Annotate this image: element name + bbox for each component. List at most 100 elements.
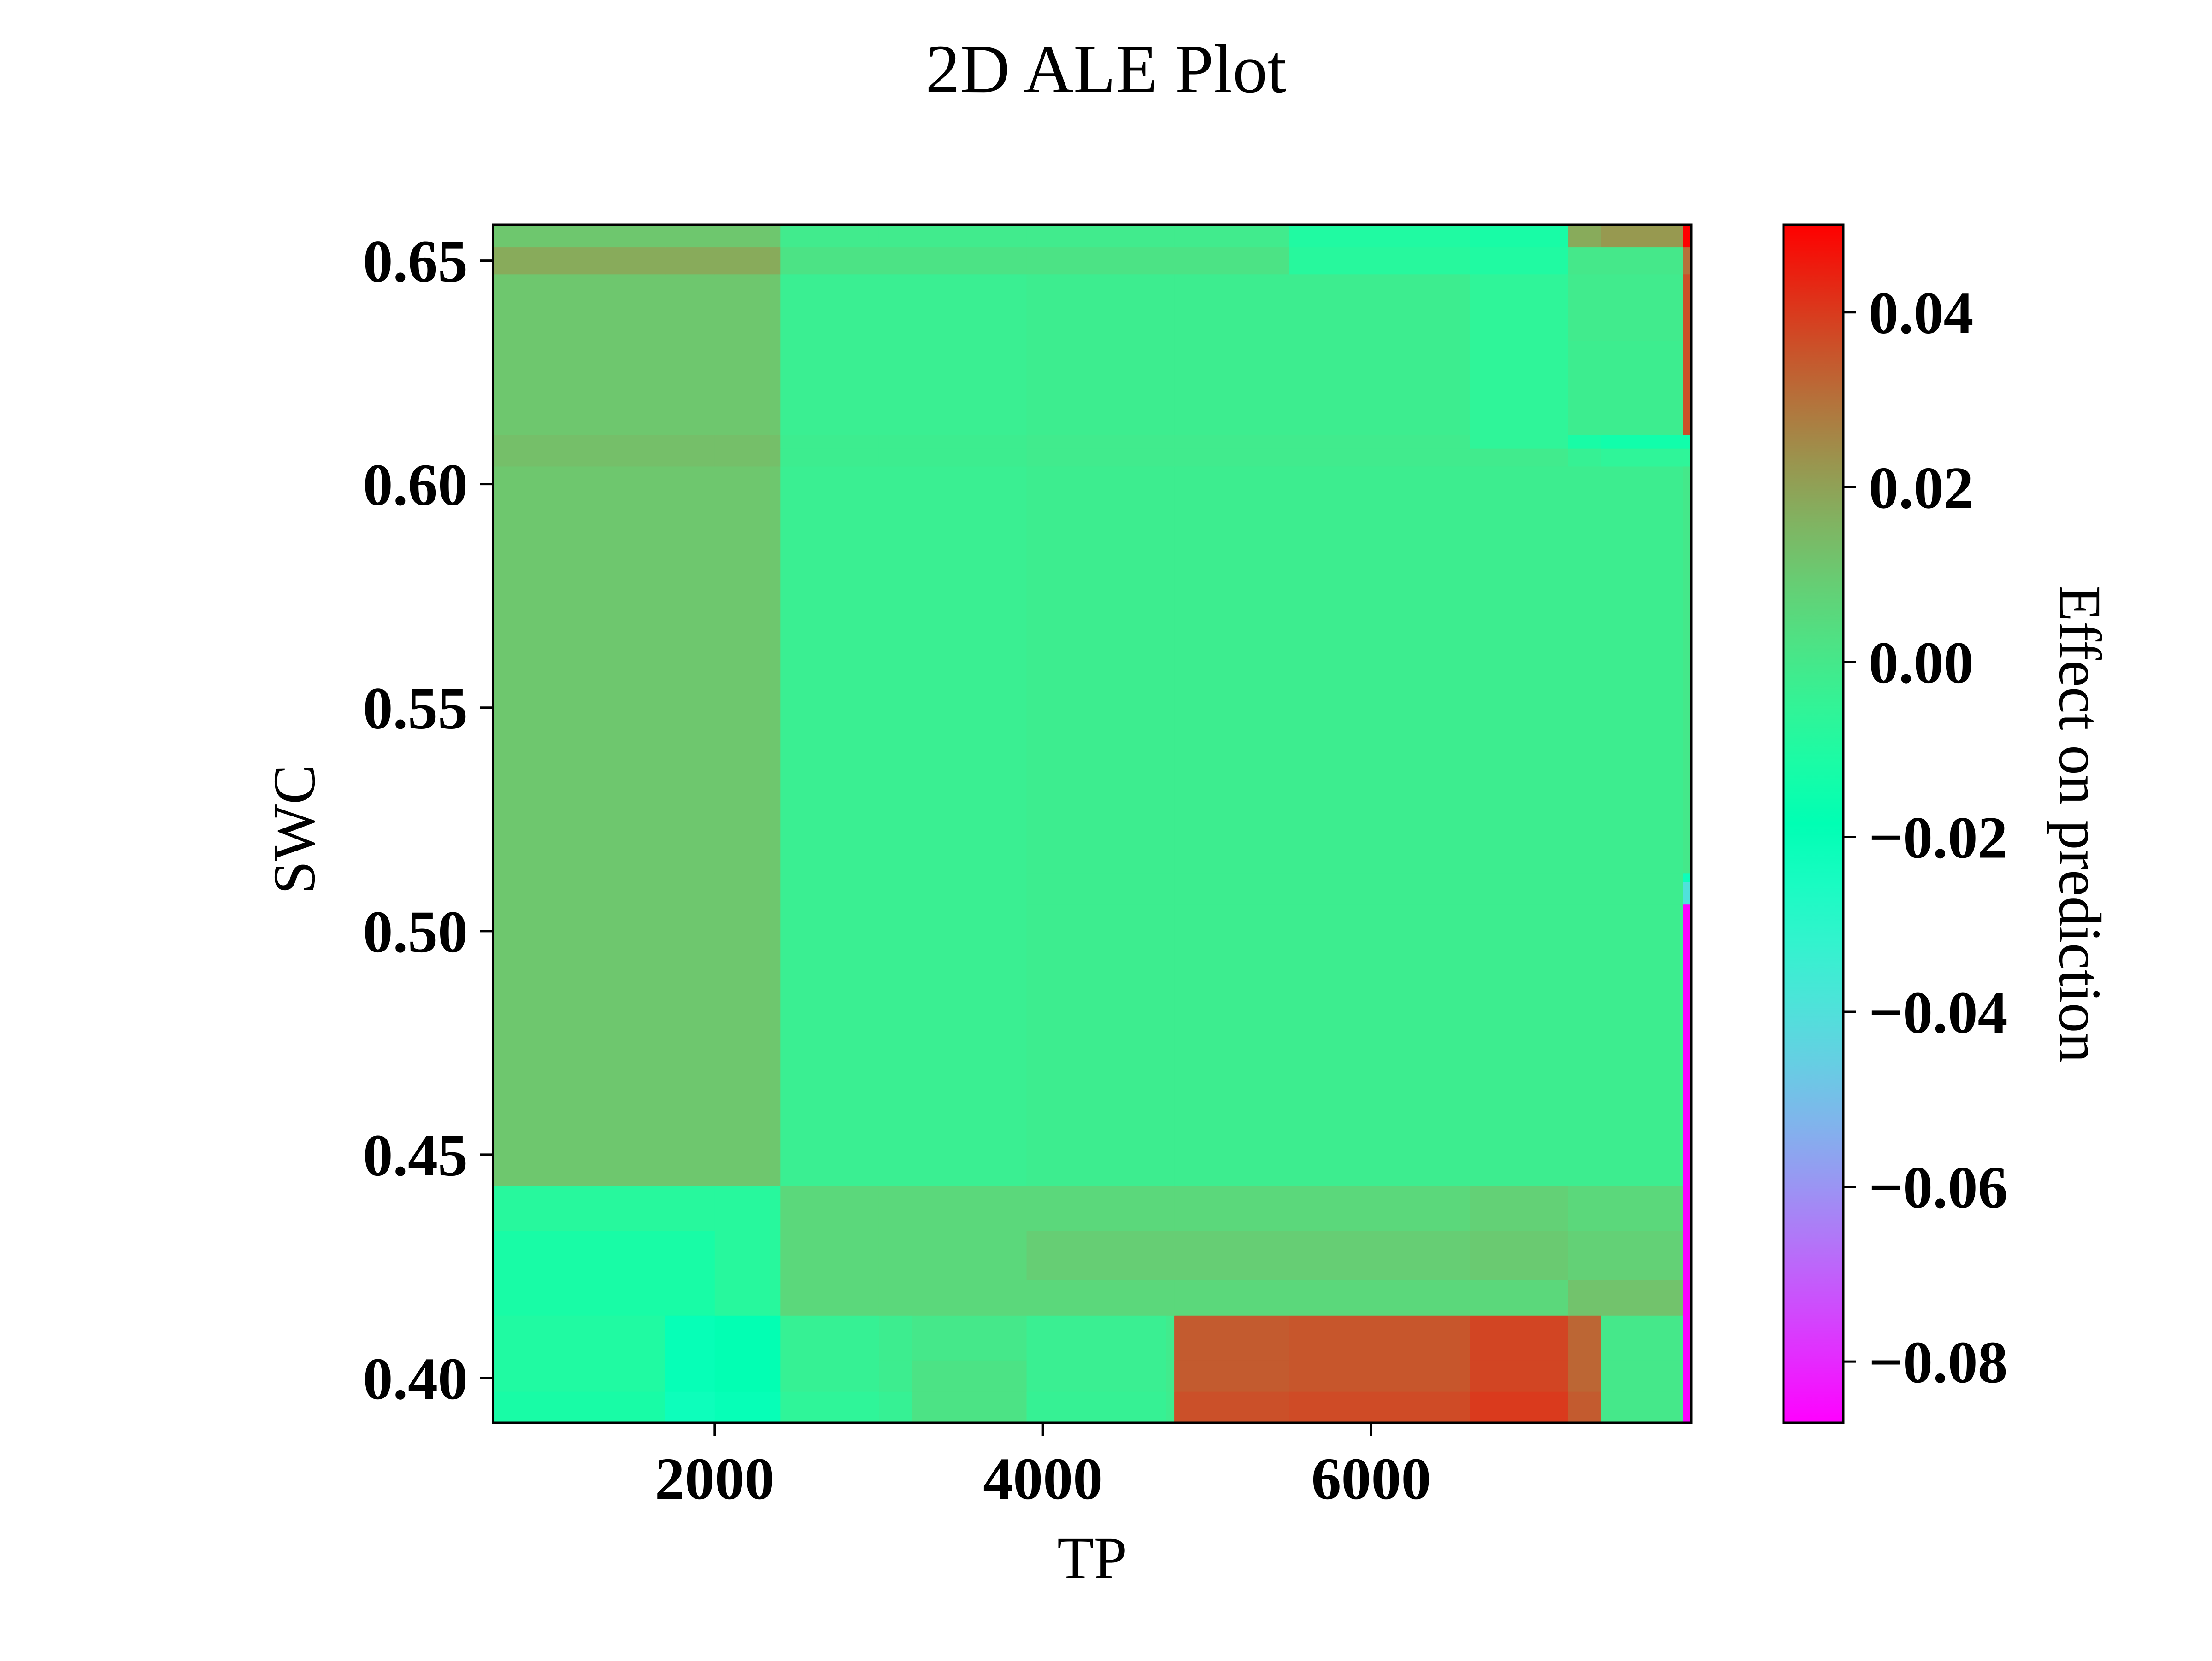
heatmap-cell	[1289, 448, 1470, 467]
heatmap-cell	[878, 882, 912, 905]
heatmap-cell	[665, 1279, 715, 1316]
heatmap-cell	[878, 466, 912, 874]
heatmap-cell	[714, 1230, 781, 1280]
heatmap-cell	[1289, 1360, 1470, 1392]
heatmap-cell	[1289, 904, 1470, 1186]
heatmap-cell	[1568, 247, 1601, 275]
heatmap-cell	[878, 1360, 912, 1392]
heatmap-cell	[1289, 1230, 1470, 1280]
colorbar-tick-label: 0.04	[1869, 280, 1974, 346]
heatmap-cell	[1470, 466, 1569, 874]
heatmap-cell	[780, 882, 879, 905]
heatmap-cell	[493, 882, 666, 905]
heatmap-cell	[878, 341, 912, 435]
heatmap-cell	[912, 247, 1027, 275]
heatmap-cell	[1683, 1186, 1692, 1231]
heatmap-cell	[1568, 1186, 1601, 1231]
heatmap-cell	[1174, 448, 1289, 467]
heatmap-cell	[1683, 904, 1692, 1186]
heatmap-cell	[493, 274, 666, 341]
heatmap-cell	[878, 1391, 912, 1423]
x-axis-label: TP	[1057, 1525, 1127, 1591]
heatmap-cell	[714, 1186, 781, 1231]
heatmap-cell	[1601, 274, 1683, 341]
x-tick-label: 2000	[655, 1446, 775, 1512]
heatmap-cell	[714, 466, 781, 874]
heatmap-cell	[1026, 873, 1166, 882]
heatmap-cell	[878, 247, 912, 275]
heatmap-cell	[1683, 1279, 1692, 1316]
heatmap-cell	[1568, 341, 1601, 435]
y-tick-label: 0.55	[363, 675, 468, 742]
heatmap-cell	[1568, 1230, 1601, 1280]
heatmap-cell	[665, 225, 715, 248]
heatmap-cell	[1166, 1230, 1175, 1280]
heatmap-cell	[1470, 341, 1569, 435]
heatmap-cell	[665, 1230, 715, 1280]
heatmap-cell	[1683, 1391, 1692, 1423]
heatmap-cell	[1470, 1279, 1569, 1316]
heatmap-cell	[1174, 1360, 1289, 1392]
heatmap-cell	[1470, 1315, 1569, 1361]
heatmap-cell	[665, 274, 715, 341]
colorbar	[1782, 223, 1845, 1424]
heatmap-cell	[1470, 434, 1569, 449]
heatmap-cell	[878, 1186, 912, 1231]
heatmap-cell	[1289, 434, 1470, 449]
heatmap-cell	[1601, 904, 1683, 1186]
heatmap-cell	[878, 1230, 912, 1280]
heatmap-cell	[1601, 247, 1683, 275]
x-tick-label: 6000	[1311, 1446, 1431, 1512]
heatmap-cell	[1026, 904, 1166, 1186]
heatmap-cell	[912, 1186, 1027, 1231]
heatmap-cell	[1026, 882, 1166, 905]
heatmap-cell	[1601, 1391, 1683, 1423]
heatmap-cell	[1026, 448, 1166, 467]
heatmap-cell	[1683, 274, 1692, 341]
heatmap-cell	[1174, 1230, 1289, 1280]
heatmap-cell	[1166, 1279, 1175, 1316]
colorbar-tick-label: −0.02	[1869, 804, 2008, 871]
heatmap-cell	[1026, 1360, 1166, 1392]
heatmap-cell	[780, 448, 879, 467]
heatmap-cell	[1026, 225, 1166, 248]
heatmap-cell	[1026, 274, 1166, 341]
heatmap-cell	[1683, 882, 1692, 905]
heatmap-cell	[1289, 873, 1470, 882]
heatmap-cell	[780, 466, 879, 874]
heatmap-cell	[665, 341, 715, 435]
colorbar-label: Effect on prediction	[2047, 585, 2113, 1062]
heatmap-cell	[493, 434, 666, 449]
heatmap-cell	[912, 1360, 1027, 1392]
heatmap-cell	[1683, 225, 1692, 248]
heatmap-cell	[780, 1186, 879, 1231]
heatmap-cell	[714, 1279, 781, 1316]
heatmap-cell	[1568, 873, 1601, 882]
heatmap-cell	[1568, 434, 1601, 449]
heatmap-cell	[1568, 1360, 1601, 1392]
heatmap-cell	[714, 1315, 781, 1361]
heatmap-cell	[1289, 1279, 1470, 1316]
y-tick-label: 0.50	[363, 899, 468, 965]
heatmap-cell	[1470, 1360, 1569, 1392]
heatmap-cell	[1568, 466, 1601, 874]
heatmap-cell	[714, 1360, 781, 1392]
heatmap-cell	[1166, 466, 1175, 874]
heatmap-cell	[878, 904, 912, 1186]
heatmap-cell	[1166, 274, 1175, 341]
heatmap-cell	[1174, 341, 1289, 435]
y-tick-label: 0.60	[363, 452, 468, 518]
heatmap-cell	[714, 904, 781, 1186]
heatmap-cell	[912, 448, 1027, 467]
heatmap-cell	[1166, 341, 1175, 435]
heatmap-cell	[1026, 1391, 1166, 1423]
heatmap-cell	[878, 448, 912, 467]
heatmap-cell	[1683, 1230, 1692, 1280]
heatmap-cell	[1174, 225, 1289, 248]
heatmap-cell	[665, 873, 715, 882]
heatmap-cell	[1166, 882, 1175, 905]
heatmap-cell	[1568, 274, 1601, 341]
heatmap-cell	[1601, 1186, 1683, 1231]
heatmap-cell	[1601, 466, 1683, 874]
heatmap-cell	[714, 274, 781, 341]
